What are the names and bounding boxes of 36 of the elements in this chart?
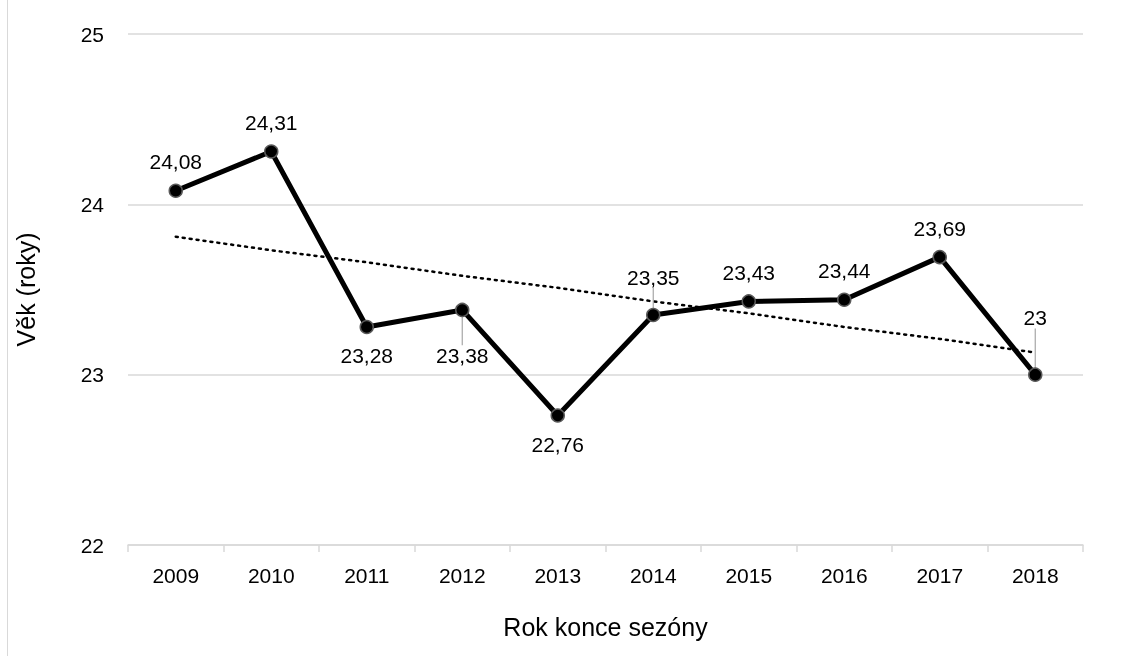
y-tick-label: 23	[80, 363, 104, 387]
x-tick-label: 2016	[820, 564, 868, 587]
data-label: 23,44	[817, 259, 871, 283]
point	[168, 183, 183, 198]
y-tick-label: 22	[80, 533, 104, 557]
point	[932, 249, 947, 265]
point	[741, 294, 756, 309]
data-label: 23,35	[626, 265, 680, 289]
data-label: 22,76	[531, 432, 585, 456]
x-tick-label: 2014	[629, 564, 677, 587]
point	[1028, 367, 1043, 382]
x-axis-title: Rok konce sezóny	[503, 612, 709, 641]
y-tick-label: 25	[80, 22, 104, 46]
point	[837, 292, 852, 307]
x-tick-label: 2013	[534, 564, 582, 587]
x-tick-label: 2018	[1011, 564, 1059, 587]
point	[550, 408, 565, 423]
data-label: 23,43	[722, 261, 776, 285]
data-label: 23,69	[913, 216, 967, 240]
data-label: 24,08	[149, 150, 203, 174]
x-tick-label: 2015	[725, 564, 773, 587]
data-label: 23	[1023, 306, 1047, 330]
point	[264, 144, 279, 159]
x-tick-label: 2010	[247, 564, 295, 587]
x-tick-label: 2011	[344, 564, 390, 587]
data-label: 23,38	[435, 344, 489, 368]
x-tick-label: 2009	[152, 564, 200, 587]
point	[646, 307, 661, 323]
data-label: 23,28	[340, 344, 394, 368]
x-tick-label: 2017	[916, 564, 964, 587]
x-tick-label: 2012	[438, 564, 486, 587]
point	[359, 319, 374, 335]
point	[455, 302, 470, 318]
y-tick-label: 24	[80, 192, 105, 216]
data-label: 24,31	[244, 111, 298, 135]
y-axis-title: Věk (roky)	[11, 232, 40, 347]
